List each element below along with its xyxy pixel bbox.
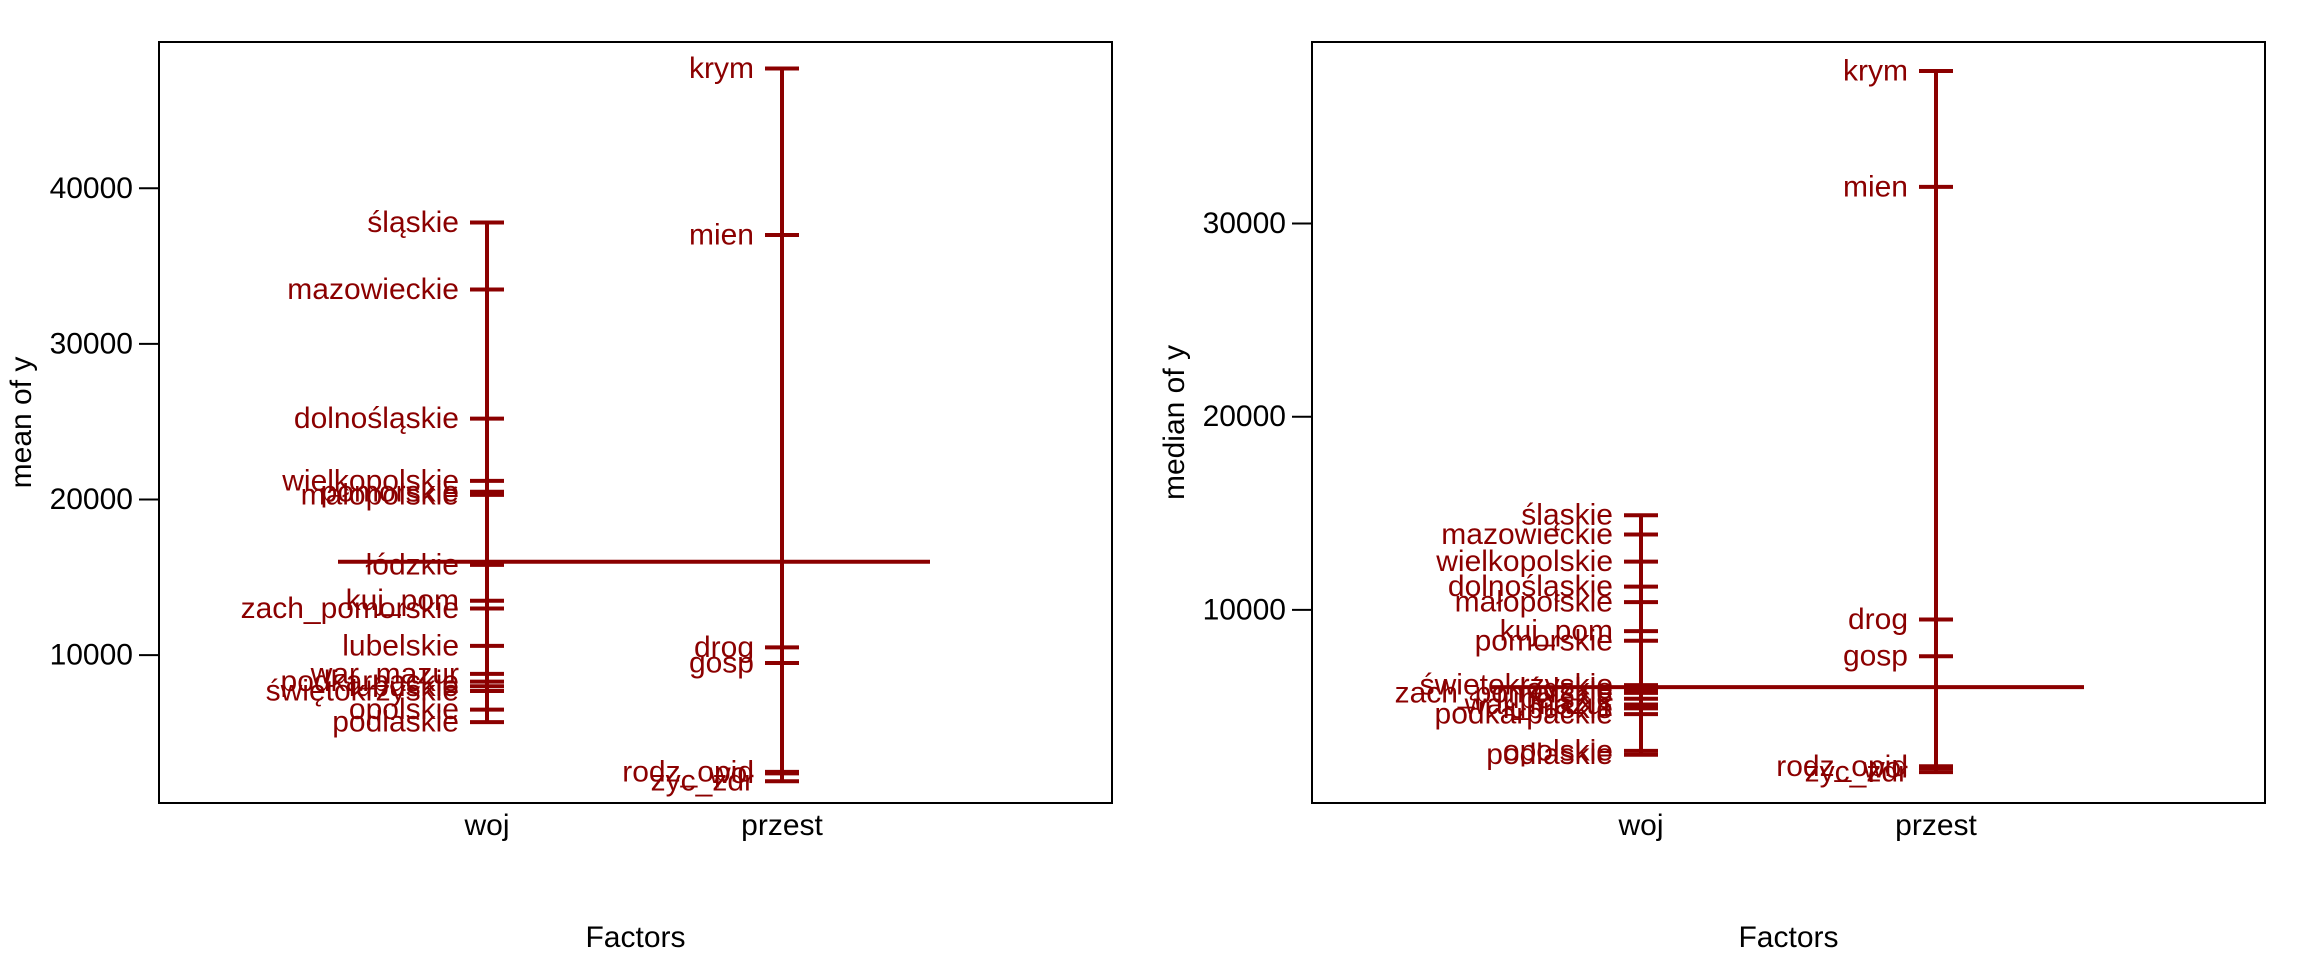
level-label: kuj_pom [1500,615,1613,648]
level-label: opolskie [349,693,459,726]
factor-name-label: woj [1617,809,1663,842]
level-label: drog [694,631,754,664]
level-label: wielkopolskie [281,464,459,497]
level-label: pomorskie [1475,624,1613,657]
y-tick-label: 30000 [50,327,133,360]
level-label: mazowieckie [1441,518,1613,551]
level-label: zach_pomorskie [1395,676,1613,709]
x-axis-title: Factors [585,921,685,954]
level-label: świętokrzyskie [1420,669,1613,702]
level-label: opolskie [1503,734,1613,767]
level-label: wol [1862,752,1908,785]
level-label: gosp [689,646,754,679]
plot-frame [1311,41,2266,804]
y-tick-label: 20000 [1203,400,1286,433]
level-label: gosp [1843,640,1908,673]
level-label: wol [708,757,754,790]
level-label: krym [689,52,754,85]
level-label: war_mazur [1464,688,1613,721]
level-label: krym [1843,54,1908,87]
level-label: dolnośląskie [1448,570,1613,603]
level-label: war_mazur [310,657,459,690]
level-label: małopolskie [1455,586,1613,619]
level-label: zyc_zdr [1805,756,1908,789]
level-label: podlaskie [1486,738,1613,771]
level-label: zyc_zdr [651,765,754,798]
level-label: lubelskie [1496,682,1613,715]
level-label: rodz_opid [1776,750,1908,783]
level-label: podlaskie [332,706,459,739]
level-label: rodz_opid [622,755,754,788]
level-label: lubelskie [342,629,459,662]
level-label: świętokrzyskie [266,674,459,707]
y-axis-title: mean of y [5,357,38,489]
level-label: dolnośląskie [294,402,459,435]
y-axis-title: median of y [1158,345,1191,500]
level-label: mazowieckie [287,273,459,306]
factor-name-label: przest [1895,809,1977,842]
level-label: łódzkie [366,548,459,581]
level-label: małopolskie [301,478,459,511]
level-label: łódzkie [1520,673,1613,706]
y-tick-label: 10000 [50,639,133,672]
level-label: śląskie [1521,499,1613,532]
mean-design-panel: 10000 20000 30000 40000 mean of y Factors woj p… [5,41,1113,954]
plot-frame [158,41,1113,804]
level-label: mien [689,218,754,251]
y-tick-label: 40000 [50,172,133,205]
x-axis-title: Factors [1738,921,1838,954]
level-label: mien [1843,170,1908,203]
level-label: pomorskie [321,475,459,508]
level-label: lubuskie [349,670,459,703]
y-tick-label: 20000 [50,483,133,516]
level-label: wielkopolskie [1435,545,1613,578]
factor-name-label: woj [463,809,509,842]
level-label: lubuskie [1503,692,1613,725]
factor-name-label: przest [741,809,823,842]
level-label: podkarpackie [1435,698,1613,731]
median-design-panel: 10000 20000 30000 median of y Factors woj prze… [1158,41,2266,954]
level-label: podkarpackie [281,665,459,698]
level-label: śląskie [367,206,459,239]
y-tick-label: 30000 [1203,207,1286,240]
y-tick-label: 10000 [1203,593,1286,626]
level-label: drog [1848,603,1908,636]
level-label: kuj_pom [346,584,459,617]
level-label: zach_pomorskie [241,592,459,625]
